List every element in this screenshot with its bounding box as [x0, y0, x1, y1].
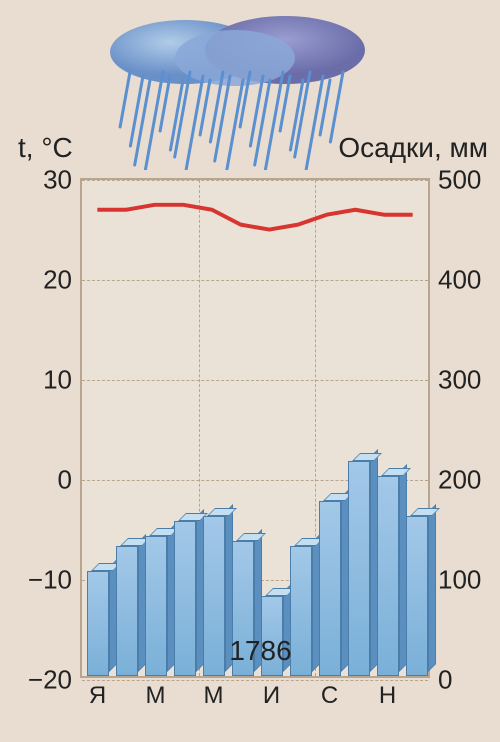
precipitation-tick: 100 — [438, 565, 498, 596]
temperature-tick: −10 — [12, 565, 72, 596]
gridline — [82, 680, 428, 681]
temperature-tick: −20 — [12, 665, 72, 696]
month-label: И — [263, 682, 280, 710]
precipitation-tick: 400 — [438, 265, 498, 296]
temperature-tick: 30 — [12, 165, 72, 196]
precipitation-tick: 300 — [438, 365, 498, 396]
month-label: С — [321, 682, 338, 710]
month-label: Н — [379, 682, 396, 710]
temperature-tick: 0 — [12, 465, 72, 496]
cloud-rain-decoration — [100, 10, 380, 170]
temperature-tick: 20 — [12, 265, 72, 296]
precipitation-tick: 200 — [438, 465, 498, 496]
precipitation-tick: 0 — [438, 665, 498, 696]
temperature-axis-title: t, °C — [18, 132, 73, 164]
temperature-line — [82, 180, 428, 676]
month-label: М — [204, 682, 224, 710]
rain-lines — [120, 72, 343, 170]
chart-area: 3020100−10−20 5004003002001000 ЯММИСН 17… — [80, 178, 430, 678]
month-label: Я — [89, 682, 106, 710]
month-label: М — [146, 682, 166, 710]
total-precipitation-label: 1786 — [229, 635, 291, 667]
temperature-tick: 10 — [12, 365, 72, 396]
precipitation-tick: 500 — [438, 165, 498, 196]
climograph-container: t, °C Осадки, мм 3020100−10−20 500400300… — [0, 0, 500, 742]
